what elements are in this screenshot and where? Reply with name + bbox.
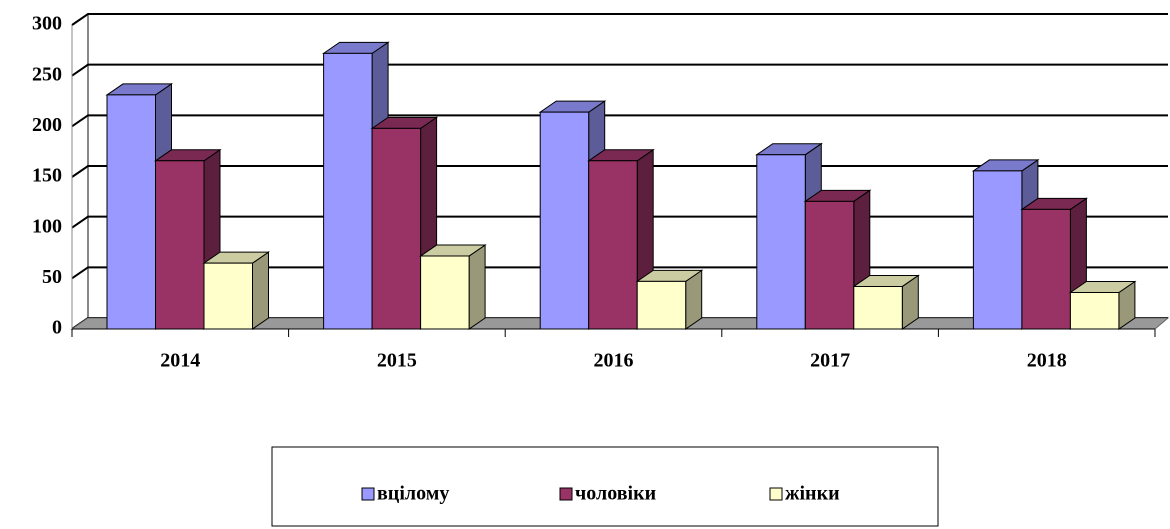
legend-label: жінки [785,483,840,505]
y-tick-label: 100 [32,215,62,237]
legend-label: чоловіки [575,483,656,505]
bar-side [468,244,486,330]
bar-front [636,280,687,330]
y-tick-label: 200 [32,114,62,136]
bar-front [323,52,373,330]
bar [1068,280,1137,330]
bar [202,251,271,330]
legend-label: вцілому [377,483,449,505]
bar-front [203,262,253,330]
bar [1020,197,1089,330]
x-tick-label: 2017 [810,350,850,372]
bar-front [972,170,1023,330]
bar-front [1069,292,1120,330]
bar-front [106,94,156,330]
x-tick-label: 2016 [594,350,634,372]
bar [587,148,655,330]
bar [418,244,487,330]
y-tick-label: 50 [42,266,62,288]
legend-box [271,446,939,527]
y-tick-label: 150 [32,165,62,187]
legend-swatch [559,487,573,501]
y-tick-label: 300 [32,13,62,35]
bar-front [1021,208,1071,330]
bar-front [853,285,903,330]
bar-front [588,160,638,330]
grid-line [71,13,1168,26]
bar-front [155,160,205,330]
y-tick-label: 250 [32,63,62,85]
bar-side [252,251,269,330]
bar [635,269,704,330]
legend-swatch [769,487,783,501]
y-tick-label: 0 [52,317,62,339]
bar-front [804,200,855,330]
grid-line [71,114,1168,128]
x-tick-label: 2014 [160,350,200,372]
bar-front [420,255,470,330]
x-tick-label: 2015 [377,350,417,372]
x-tick-label: 2018 [1027,350,1067,372]
bar-front [371,127,422,330]
legend-swatch [361,487,375,501]
grid-line [71,63,1168,77]
bar-front [539,111,590,330]
bar-front [756,154,806,330]
bar [852,274,920,330]
